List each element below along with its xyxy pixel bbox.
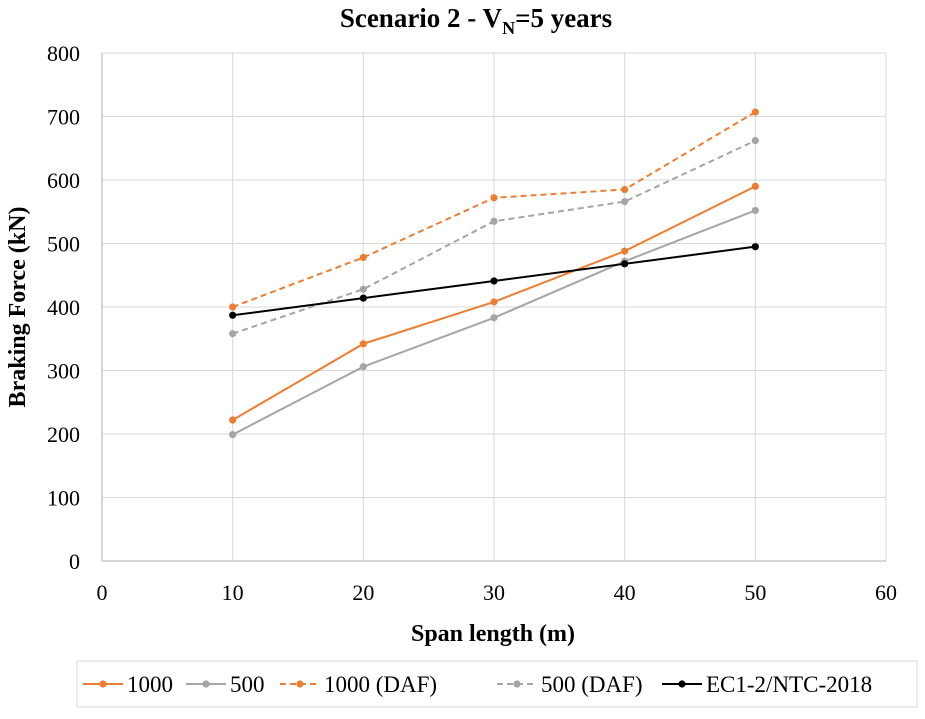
data-point xyxy=(490,298,498,306)
data-point xyxy=(359,253,367,262)
chart-title-tail: =5 years xyxy=(515,3,612,33)
x-tick-label: 60 xyxy=(875,580,897,605)
data-point xyxy=(751,137,759,145)
y-tick-label: 400 xyxy=(47,295,80,320)
legend-label: 500 (DAF) xyxy=(541,672,643,697)
data-point xyxy=(751,243,759,251)
data-point xyxy=(229,416,237,424)
x-tick-label: 30 xyxy=(483,580,505,605)
data-point xyxy=(751,206,759,215)
chart-title: Scenario 2 - VN=5 years xyxy=(340,3,612,38)
x-tick-label: 50 xyxy=(744,580,766,605)
y-axis-label: Braking Force (kN) xyxy=(5,207,31,408)
x-tick-label: 20 xyxy=(352,580,374,605)
data-point xyxy=(621,197,629,206)
data-point xyxy=(359,363,367,371)
x-tick-label: 40 xyxy=(614,580,636,605)
data-point xyxy=(490,277,498,285)
legend-marker xyxy=(99,680,107,688)
legend-item-1000: 1000 xyxy=(83,672,173,697)
legend: 1000 500 1000 (DAF) 500 (DAF) EC1-2/NTC-2018 xyxy=(76,660,918,708)
grid xyxy=(102,52,887,561)
data-point xyxy=(490,194,498,202)
y-tick-label: 0 xyxy=(69,549,80,574)
data-point xyxy=(229,311,237,319)
data-point xyxy=(751,182,759,190)
data-point xyxy=(621,260,629,268)
y-tick-label: 600 xyxy=(47,168,80,193)
data-point xyxy=(359,340,367,348)
legend-label: 1000 (DAF) xyxy=(324,672,437,697)
legend-label: EC1-2/NTC-2018 xyxy=(706,672,872,697)
data-point xyxy=(751,108,759,116)
chart-title-main: Scenario 2 - V xyxy=(340,3,503,33)
data-point xyxy=(490,314,498,322)
legend-marker xyxy=(678,680,686,688)
data-point xyxy=(229,330,237,338)
series-lines xyxy=(229,108,759,439)
series-1000 xyxy=(229,182,759,424)
chart-title-subscript: N xyxy=(502,18,515,38)
data-point xyxy=(621,247,629,255)
data-point xyxy=(490,217,498,225)
data-point xyxy=(229,303,237,311)
y-tick-label: 800 xyxy=(47,41,80,66)
legend-marker xyxy=(202,680,210,688)
legend-item-ec1-2-ntc-2018: EC1-2/NTC-2018 xyxy=(662,672,872,697)
x-tick-label: 10 xyxy=(222,580,244,605)
axes xyxy=(101,53,886,562)
legend-marker xyxy=(513,680,521,688)
data-point xyxy=(359,294,367,302)
legend-item-500: 500 xyxy=(186,672,265,697)
legend-item-1000-daf: 1000 (DAF) xyxy=(280,672,437,697)
data-point xyxy=(359,285,367,293)
legend-label: 1000 xyxy=(127,672,173,697)
data-point xyxy=(229,431,237,439)
series-1000-daf xyxy=(229,108,759,311)
legend-item-500-daf: 500 (DAF) xyxy=(497,672,643,697)
y-tick-label: 300 xyxy=(47,359,80,384)
x-axis-label: Span length (m) xyxy=(411,621,575,647)
y-tick-label: 500 xyxy=(47,232,80,257)
legend-label: 500 xyxy=(230,672,265,697)
legend-marker xyxy=(296,680,304,688)
x-tick-label: 0 xyxy=(97,580,108,605)
y-tick-label: 200 xyxy=(47,422,80,447)
y-tick-label: 700 xyxy=(47,105,80,130)
series-ec1-2-ntc-2018 xyxy=(229,243,759,319)
y-tick-label: 100 xyxy=(47,486,80,511)
data-point xyxy=(621,185,629,194)
